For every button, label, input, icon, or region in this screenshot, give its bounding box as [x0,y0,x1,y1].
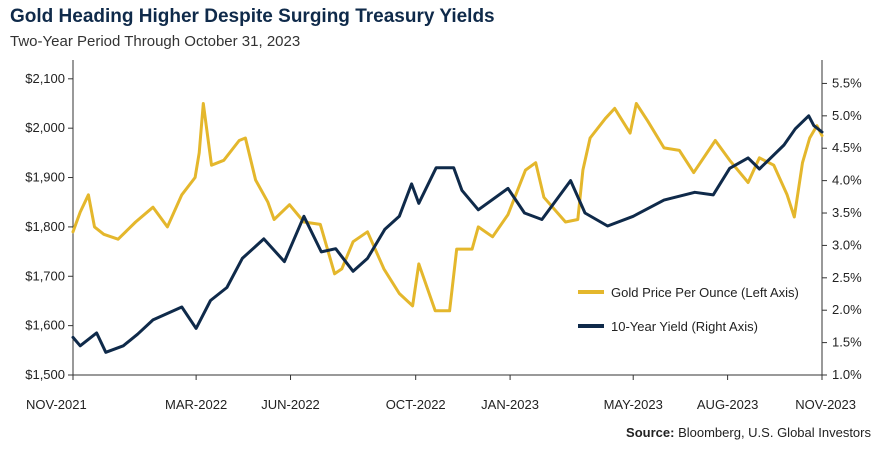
x-tick-label: JUN-2022 [261,397,320,412]
gold-price-line [71,102,824,313]
legend: Gold Price Per Ounce (Left Axis) 10-Year … [578,285,799,334]
right-tick-label: 5.0% [832,108,862,123]
series-group [71,102,824,354]
axes-group: $1,500 $1,600 $1,700 $1,800 $1,900 $2,000 $2,1… [25,60,862,412]
left-tick-label: $1,900 [25,170,65,185]
right-tick-label: 4.5% [832,140,862,155]
x-tick-label: JAN-2023 [481,397,539,412]
chart-subtitle: Two-Year Period Through October 31, 2023 [10,33,301,50]
right-tick-label: 1.0% [832,367,862,382]
legend-yield-label: 10-Year Yield (Right Axis) [611,319,758,334]
source-text: Bloomberg, U.S. Global Investors [678,425,871,440]
right-tick-label: 3.5% [832,205,862,220]
x-tick-label: MAY-2023 [604,397,663,412]
x-tick-label: OCT-2022 [386,397,446,412]
source-label: Source: [626,425,675,440]
right-tick-label: 2.5% [832,270,862,285]
source-note: Source: Bloomberg, U.S. Global Investors [626,425,871,440]
left-tick-label: $1,700 [25,268,65,283]
right-tick-label: 1.5% [832,335,862,350]
left-tick-label: $1,600 [25,318,65,333]
right-tick-label: 5.5% [832,75,862,90]
left-tick-label: $1,500 [25,367,65,382]
x-tick-label: MAR-2022 [165,397,227,412]
x-tick-label: AUG-2023 [697,397,758,412]
right-tick-label: 4.0% [832,173,862,188]
right-tick-label: 2.0% [832,302,862,317]
legend-gold-label: Gold Price Per Ounce (Left Axis) [611,285,799,300]
x-tick-label: NOV-2021 [26,397,87,412]
yield-line [71,114,824,354]
chart-title: Gold Heading Higher Despite Surging Trea… [10,6,495,27]
left-tick-label: $2,100 [25,71,65,86]
x-tick-label: NOV-2023 [795,397,856,412]
right-tick-label: 3.0% [832,237,862,252]
left-tick-label: $2,000 [25,120,65,135]
left-tick-label: $1,800 [25,219,65,234]
